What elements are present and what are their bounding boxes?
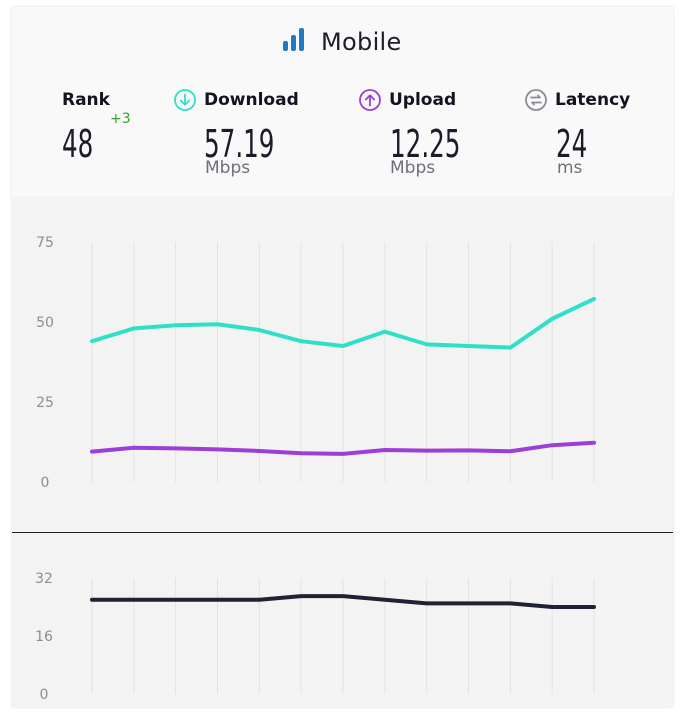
latency-label: Latency (555, 90, 631, 110)
upload-unit: Mbps (390, 158, 436, 178)
card-title-row: Mobile (12, 25, 673, 57)
series-line-latency (90, 594, 596, 609)
y-tick-label: 50 (36, 315, 54, 331)
y-tick-label: 0 (41, 475, 50, 491)
arrow-down-circle-icon (174, 89, 196, 111)
upload-value: 12.25 (390, 122, 461, 166)
latency-circle-icon (525, 89, 547, 111)
download-value: 57.19 (204, 122, 275, 166)
download-unit: Mbps (205, 158, 251, 178)
latency-unit: ms (557, 158, 583, 178)
latency-label-row: Latency (525, 88, 630, 112)
rank-label: Rank (62, 90, 110, 110)
y-tick-label: 32 (35, 571, 53, 587)
latency-value: 24 (556, 122, 588, 166)
arrow-up-circle-icon (359, 89, 381, 111)
y-tick-label: 25 (36, 395, 54, 411)
series-line-download (90, 296, 596, 350)
latency-metric: Latency 24 ms (525, 88, 630, 188)
upload-label-row: Upload (359, 88, 488, 112)
speed-chart: 0 25 50 75 (12, 196, 673, 539)
download-label-row: Download (174, 88, 302, 112)
y-tick-label: 16 (35, 629, 53, 645)
signal-bars-icon (283, 27, 305, 59)
download-metric: Download 57.19 Mbps (174, 88, 302, 188)
speed-chart-svg: 0 25 50 75 (36, 235, 596, 491)
rank-value: 48 (62, 122, 94, 166)
series-line-upload (90, 440, 596, 456)
y-tick-label: 75 (36, 235, 54, 251)
rank-change-badge: +3 (110, 111, 131, 127)
y-tick-label: 0 (40, 687, 49, 703)
rank-metric: Rank 48 (62, 88, 110, 188)
latency-chart: 0 16 32 (12, 533, 673, 713)
page-title: Mobile (321, 28, 402, 56)
latency-chart-svg: 0 16 32 (35, 571, 596, 703)
upload-metric: Upload 12.25 Mbps (359, 88, 488, 188)
card-header: Mobile Rank 48 +3 Download 57.19 Mbps (12, 7, 673, 196)
upload-label: Upload (389, 90, 457, 110)
chart-divider (12, 532, 673, 533)
download-label: Download (204, 90, 299, 110)
mobile-card: Mobile Rank 48 +3 Download 57.19 Mbps (12, 7, 673, 707)
